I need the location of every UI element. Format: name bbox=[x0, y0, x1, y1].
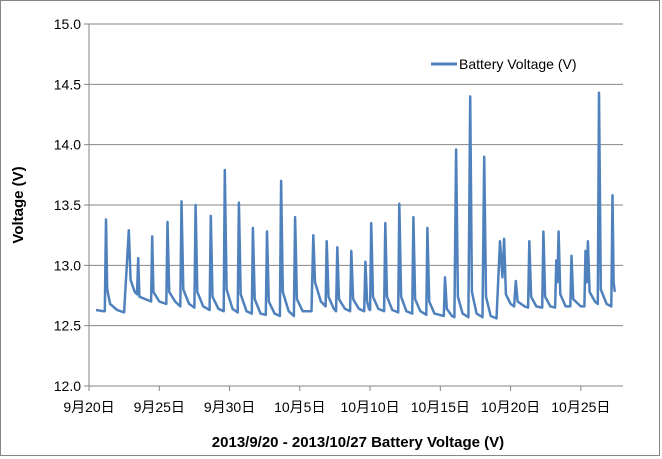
x-tick-label: 9月25日 bbox=[134, 399, 185, 415]
x-tick-label: 9月20日 bbox=[63, 399, 114, 415]
y-tick-label: 12.0 bbox=[54, 378, 81, 394]
series-lines bbox=[95, 91, 617, 320]
axes bbox=[88, 24, 623, 391]
x-tick-label: 9月30日 bbox=[204, 399, 255, 415]
y-tick-label: 14.5 bbox=[54, 76, 81, 92]
y-tick-label: 13.5 bbox=[54, 197, 81, 213]
y-tick-label: 14.0 bbox=[54, 137, 81, 153]
x-tick-label: 10月25日 bbox=[551, 399, 610, 415]
y-tick-label: 15.0 bbox=[54, 16, 81, 32]
gridlines bbox=[84, 23, 623, 387]
y-tick-label: 12.5 bbox=[54, 318, 81, 334]
y-axis-title: Voltage (V) bbox=[10, 166, 27, 243]
y-tick-labels: 12.0 12.5 13.0 13.5 14.0 14.5 15.0 bbox=[54, 16, 81, 394]
x-axis-title: 2013/9/20 - 2013/10/27 Battery Voltage (… bbox=[212, 434, 504, 451]
x-tick-label: 10月10日 bbox=[340, 399, 399, 415]
x-tick-label: 10月15日 bbox=[411, 399, 470, 415]
x-tick-label: 10月20日 bbox=[481, 399, 540, 415]
y-tick-label: 13.0 bbox=[54, 257, 81, 273]
legend: Battery Voltage (V) bbox=[431, 56, 577, 72]
legend-label: Battery Voltage (V) bbox=[459, 56, 577, 72]
series-line bbox=[95, 91, 617, 320]
x-tick-label: 10月5日 bbox=[274, 399, 325, 415]
x-tick-labels: 9月20日 9月25日 9月30日 10月5日 10月10日 10月15日 10月20日 10… bbox=[63, 399, 610, 415]
